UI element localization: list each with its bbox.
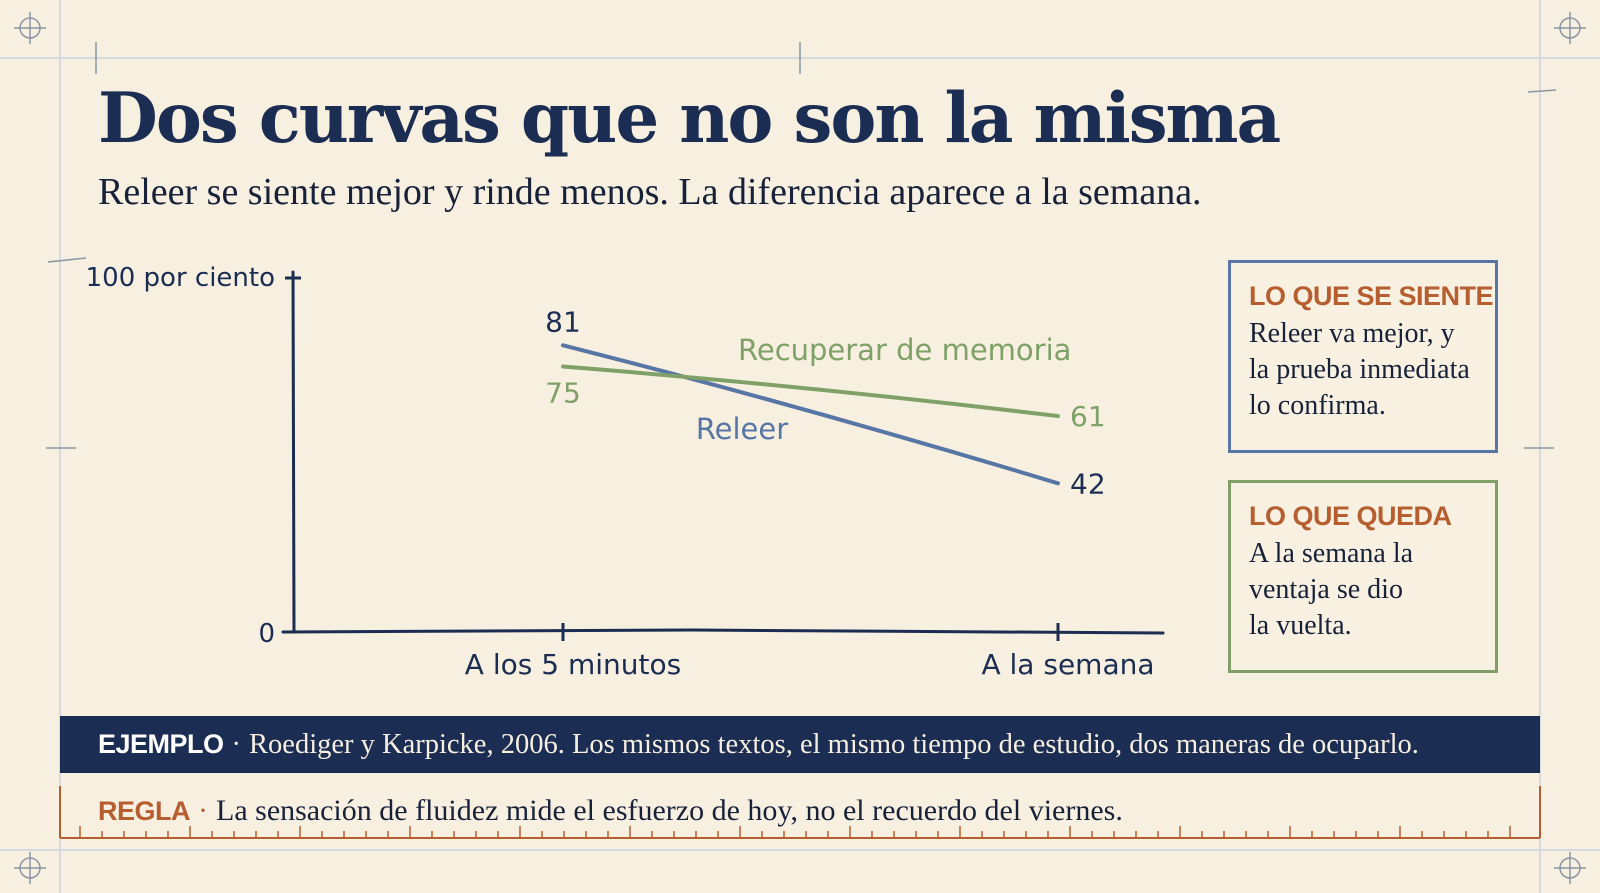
feeling-card-line: lo confirma. [1249, 390, 1386, 421]
x-tick-label: A la semana [981, 648, 1154, 681]
feeling-card-title: LO QUE SE SIENTE [1249, 281, 1494, 311]
retention-card: LO QUE QUEDA A la semana la ventaja se d… [1228, 480, 1498, 673]
retention-card-line: la vuelta. [1249, 610, 1352, 641]
series-label: Recuperar de memoria [738, 333, 1071, 367]
data-label: 75 [545, 377, 581, 410]
series-line-releer [561, 343, 1060, 486]
feeling-card-body: Releer va mejor, y la prueba inmediata l… [1249, 316, 1477, 424]
series-label: Releer [696, 412, 788, 446]
rule-separator: · [198, 794, 208, 827]
feeling-card-line: Releer va mejor, y [1249, 318, 1455, 349]
y-tick-label: 0 [258, 619, 275, 649]
feeling-card-line: la prueba inmediata [1249, 354, 1470, 385]
example-text: Roediger y Karpicke, 2006. Los mismos te… [249, 728, 1419, 760]
data-label: 81 [545, 305, 581, 338]
series-line-recuperar [561, 364, 1060, 419]
page-title: Dos curvas que no son la misma [98, 78, 1281, 159]
retention-card-line: A la semana la [1249, 538, 1414, 569]
y-axis-line [291, 270, 296, 634]
data-label: 61 [1070, 400, 1106, 433]
x-axis-line [281, 628, 1165, 635]
rule-label: REGLA [98, 795, 191, 826]
rule-row: REGLA · La sensación de fluidez mide el … [60, 785, 1540, 837]
line-chart: 100 por ciento 0 A los 5 minutos A la seman… [86, 263, 1165, 681]
page-subtitle: Releer se siente mejor y rinde menos. La… [98, 171, 1202, 213]
retention-card-body: A la semana la ventaja se dio la vuelta. [1249, 536, 1477, 644]
y-tick-label: 100 por ciento [86, 263, 275, 293]
retention-card-line: ventaja se dio [1249, 574, 1403, 605]
example-banner: EJEMPLO · Roediger y Karpicke, 2006. Los… [60, 716, 1540, 773]
x-tick-label: A los 5 minutos [465, 648, 681, 681]
data-label: 42 [1070, 467, 1106, 500]
feeling-card: LO QUE SE SIENTE Releer va mejor, y la p… [1228, 260, 1498, 453]
example-label: EJEMPLO [98, 729, 224, 759]
retention-card-title: LO QUE QUEDA [1249, 501, 1452, 531]
rule-text: La sensación de fluidez mide el esfuerzo… [216, 794, 1123, 827]
example-separator: · [231, 728, 242, 760]
